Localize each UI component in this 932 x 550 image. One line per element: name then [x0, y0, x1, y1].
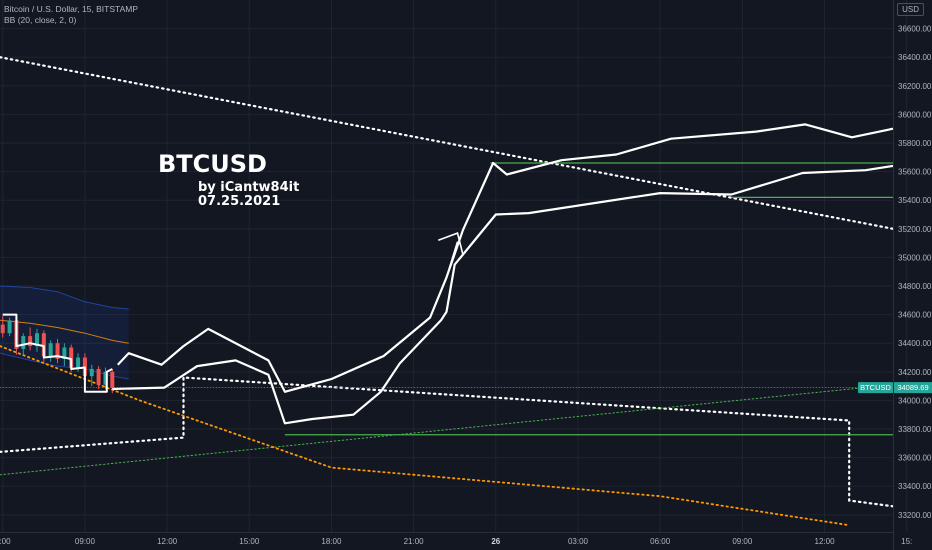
y-tick-label: 35400.00: [898, 196, 932, 205]
candle-body: [34, 333, 39, 347]
candle-body: [28, 336, 33, 347]
x-tick-label: 6:00: [0, 537, 11, 546]
candle-body: [0, 324, 5, 334]
y-tick-label: 36600.00: [898, 25, 932, 34]
last-price-label: BTCUSD 34089.69: [858, 382, 932, 394]
time-axis[interactable]: 6:00 09:00 12:00 15:00 18:00 21:00 26 03:00 06:0…: [0, 537, 912, 546]
y-tick-label: 34800.00: [898, 282, 932, 291]
y-tick-label: 34400.00: [898, 339, 932, 348]
drawings: [2, 123, 894, 436]
bb-basis-line: [0, 319, 129, 344]
indicator-legend[interactable]: BB (20, close, 2, 0): [4, 15, 77, 25]
x-tick-label: 12:00: [815, 537, 836, 546]
annotation-title: BTCUSD: [158, 150, 267, 178]
candle-body: [62, 347, 67, 359]
candle-body: [76, 357, 81, 368]
x-tick-label: 15:: [901, 537, 912, 546]
y-tick-label: 33600.00: [898, 454, 932, 463]
trendline-green: [0, 384, 894, 476]
candle-body: [21, 336, 26, 349]
x-tick-label: 21:00: [404, 537, 425, 546]
y-tick-label: 33400.00: [898, 482, 932, 491]
x-tick-label: 12:00: [157, 537, 178, 546]
grid: [0, 0, 908, 532]
price-axis[interactable]: 33200.00 33400.00 33600.00 33800.00 34000.00…: [898, 25, 932, 520]
y-tick-label: 34600.00: [898, 311, 932, 320]
x-tick-label: 09:00: [75, 537, 96, 546]
y-tick-label: 35800.00: [898, 139, 932, 148]
last-price-value: 34089.69: [897, 383, 928, 392]
y-tick-label: 33200.00: [898, 511, 932, 520]
last-price-label-name: BTCUSD: [860, 383, 891, 392]
x-tick-label: 09:00: [732, 537, 753, 546]
x-tick-label: 18:00: [321, 537, 342, 546]
currency-badge[interactable]: USD: [897, 3, 924, 16]
y-tick-label: 35200.00: [898, 225, 932, 234]
trendline-orange: [0, 345, 848, 526]
y-tick-label: 33800.00: [898, 425, 932, 434]
y-tick-label: 35000.00: [898, 253, 932, 262]
annotation-date: 07.25.2021: [198, 194, 281, 209]
arrow-shaft: [445, 241, 459, 278]
candle-body: [69, 347, 74, 368]
candle-body: [48, 343, 53, 357]
candle-body: [89, 368, 94, 377]
candle-body: [103, 371, 108, 385]
projection-lower-path: [112, 164, 894, 425]
candle-body: [110, 371, 115, 388]
y-tick-label: 36000.00: [898, 110, 932, 119]
price-outline-path: [2, 313, 113, 393]
y-tick-label: 34200.00: [898, 368, 932, 377]
symbol-legend[interactable]: Bitcoin / U.S. Dollar, 15, BITSTAMP: [4, 4, 138, 14]
y-tick-label: 34000.00: [898, 396, 932, 405]
x-tick-label: 15:00: [239, 537, 260, 546]
candle-body: [41, 333, 46, 357]
bb-fill: [0, 286, 129, 379]
x-tick-label: 06:00: [650, 537, 671, 546]
trendlines: [0, 56, 895, 526]
last-price-value-bg: [894, 382, 932, 394]
candle-body: [7, 320, 12, 334]
last-price-label-bg: [858, 382, 893, 394]
bb-upper-line: [0, 285, 129, 310]
arrow-head: [438, 232, 464, 255]
candle-body: [55, 343, 60, 359]
candle-body: [96, 368, 101, 385]
trendline-white: [0, 376, 895, 508]
annotation-author: by iCantw84it: [198, 180, 300, 195]
y-tick-label: 36200.00: [898, 82, 932, 91]
y-tick-label: 35600.00: [898, 168, 932, 177]
x-tick-label: 03:00: [568, 537, 589, 546]
y-tick-label: 36400.00: [898, 53, 932, 62]
x-tick-label: 26: [491, 537, 500, 546]
